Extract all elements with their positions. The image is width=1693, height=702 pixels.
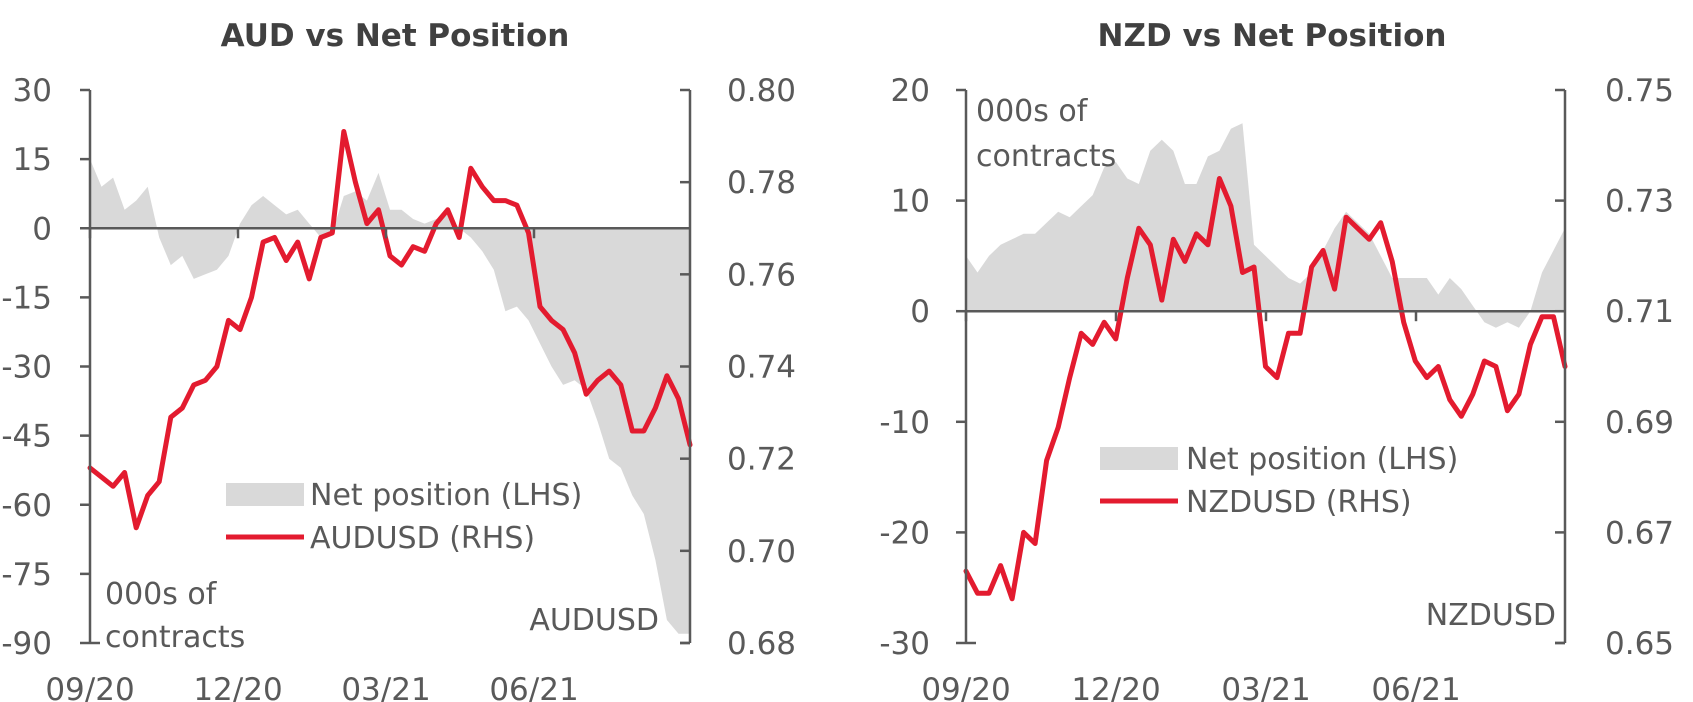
nzd-left-tick-label: -30	[879, 626, 930, 662]
nzd-right-tick-label: 0.67	[1605, 515, 1674, 551]
nzd-left-tick-label: -10	[879, 405, 930, 441]
nzd-x-tick-label: 12/20	[1071, 672, 1160, 702]
aud-left-tick-label: -30	[1, 350, 52, 386]
aud-right-tick-label: 0.74	[727, 350, 796, 386]
aud-x-tick-label: 03/21	[341, 672, 430, 702]
nzd-plot-area	[963, 123, 1568, 602]
aud-right-axis-ticks: 0.80 0.78 0.76 0.74 0.72 0.70 0.68	[680, 73, 796, 662]
aud-x-axis-ticks: 09/20 12/20 03/21 06/21	[45, 228, 579, 702]
nzd-legend-price-label: NZDUSD (RHS)	[1186, 485, 1412, 520]
aud-left-tick-label: 30	[13, 73, 52, 109]
nzd-x-axis-ticks: 09/20 12/20 03/21 06/21	[921, 311, 1461, 702]
aud-chart-title: AUD vs Net Position	[221, 18, 570, 54]
nzd-legend: Net position (LHS) NZDUSD (RHS)	[1100, 442, 1458, 520]
nzd-right-tick-label: 0.65	[1605, 626, 1674, 662]
nzd-price-line	[963, 176, 1568, 602]
aud-left-axis-note-line2: contracts	[105, 620, 245, 655]
aud-chart-panel: AUD vs Net Position 30 15 0 -15 -30 -45 -60 -75…	[1, 18, 796, 702]
aud-right-tick-label: 0.68	[727, 626, 796, 662]
nzd-right-axis-ticks: 0.75 0.73 0.71 0.69 0.67 0.65	[1555, 73, 1674, 662]
aud-net-position-area	[90, 159, 690, 634]
nzd-left-tick-label: 0	[910, 294, 930, 330]
aud-right-tick-label: 0.80	[727, 73, 796, 109]
nzd-left-tick-label: 10	[891, 184, 930, 220]
aud-x-tick-label: 06/21	[489, 672, 578, 702]
aud-left-axis-ticks: 30 15 0 -15 -30 -45 -60 -75 -90	[1, 73, 90, 662]
aud-right-tick-label: 0.70	[727, 534, 796, 570]
aud-legend-net-swatch	[226, 483, 304, 506]
aud-legend-price-label: AUDUSD (RHS)	[310, 521, 535, 556]
nzd-left-axis-note-line2: contracts	[976, 139, 1116, 174]
nzd-left-tick-label: -20	[879, 515, 930, 551]
nzd-x-tick-label: 09/20	[921, 672, 1010, 702]
aud-left-tick-label: 0	[32, 211, 52, 247]
aud-left-tick-label: -75	[1, 557, 52, 593]
aud-x-tick-label: 09/20	[45, 672, 134, 702]
nzd-left-tick-label: 20	[891, 73, 930, 109]
aud-x-tick-label: 12/20	[193, 672, 282, 702]
aud-right-tick-label: 0.78	[727, 165, 796, 201]
aud-plot-area	[87, 129, 693, 634]
aud-right-tick-label: 0.72	[727, 442, 796, 478]
aud-legend-net-label: Net position (LHS)	[310, 478, 582, 513]
nzd-net-position-area	[966, 123, 1565, 328]
nzd-right-tick-label: 0.69	[1605, 405, 1674, 441]
aud-right-tick-label: 0.76	[727, 257, 796, 293]
nzd-right-axis-note: NZDUSD	[1426, 598, 1556, 633]
aud-left-tick-label: -45	[1, 419, 52, 455]
aud-legend: Net position (LHS) AUDUSD (RHS)	[226, 478, 582, 556]
nzd-legend-net-label: Net position (LHS)	[1186, 442, 1458, 477]
nzd-right-tick-label: 0.75	[1605, 73, 1674, 109]
nzd-legend-net-swatch	[1100, 447, 1178, 470]
nzd-right-tick-label: 0.71	[1605, 294, 1674, 330]
nzd-left-axis-note-line1: 000s of	[976, 94, 1089, 129]
nzd-x-tick-label: 06/21	[1371, 672, 1460, 702]
aud-left-tick-label: -60	[1, 488, 52, 524]
aud-left-tick-label: 15	[13, 142, 52, 178]
aud-left-axis-note-line1: 000s of	[105, 577, 218, 612]
nzd-chart-title: NZD vs Net Position	[1098, 18, 1447, 54]
aud-left-tick-label: -90	[1, 626, 52, 662]
nzd-left-axis-ticks: 20 10 0 -10 -20 -30	[879, 73, 966, 662]
aud-price-line	[87, 129, 693, 531]
aud-left-tick-label: -15	[1, 280, 52, 316]
nzd-x-tick-label: 03/21	[1221, 672, 1310, 702]
nzd-right-tick-label: 0.73	[1605, 184, 1674, 220]
aud-right-axis-note: AUDUSD	[529, 603, 659, 638]
